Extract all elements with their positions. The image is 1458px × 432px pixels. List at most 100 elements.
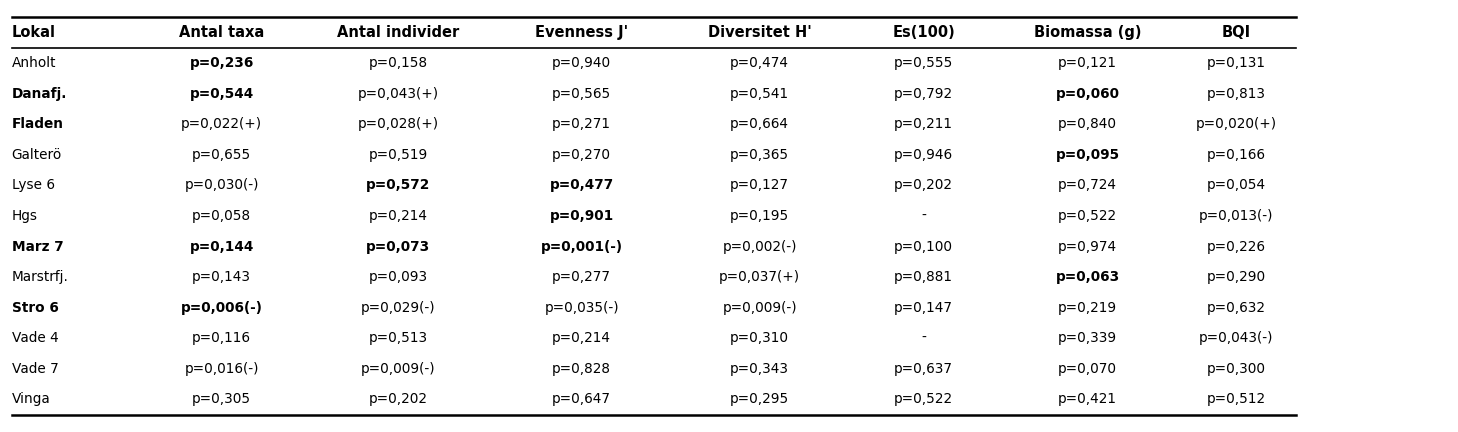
Text: p=0,121: p=0,121 <box>1059 56 1117 70</box>
Text: p=0,522: p=0,522 <box>1059 209 1117 223</box>
Text: Es(100): Es(100) <box>892 25 955 40</box>
Text: Galterö: Galterö <box>12 148 61 162</box>
Text: p=0,144: p=0,144 <box>190 240 254 254</box>
Text: -: - <box>921 209 926 223</box>
Text: p=0,512: p=0,512 <box>1207 392 1266 407</box>
Text: p=0,901: p=0,901 <box>550 209 614 223</box>
Text: p=0,828: p=0,828 <box>553 362 611 376</box>
Text: Lyse 6: Lyse 6 <box>12 178 54 192</box>
Text: p=0,792: p=0,792 <box>894 87 954 101</box>
Text: p=0,073: p=0,073 <box>366 240 430 254</box>
Text: p=0,541: p=0,541 <box>730 87 789 101</box>
Text: p=0,127: p=0,127 <box>730 178 789 192</box>
Text: p=0,555: p=0,555 <box>894 56 954 70</box>
Text: p=0,513: p=0,513 <box>369 331 427 345</box>
Text: p=0,565: p=0,565 <box>553 87 611 101</box>
Text: p=0,006(-): p=0,006(-) <box>181 301 262 315</box>
Text: Hgs: Hgs <box>12 209 38 223</box>
Text: p=0,270: p=0,270 <box>553 148 611 162</box>
Text: p=0,300: p=0,300 <box>1207 362 1266 376</box>
Text: p=0,143: p=0,143 <box>192 270 251 284</box>
Text: p=0,339: p=0,339 <box>1059 331 1117 345</box>
Text: p=0,009(-): p=0,009(-) <box>360 362 436 376</box>
Text: p=0,195: p=0,195 <box>730 209 789 223</box>
Text: p=0,474: p=0,474 <box>730 56 789 70</box>
Text: p=0,214: p=0,214 <box>369 209 427 223</box>
Text: p=0,009(-): p=0,009(-) <box>722 301 798 315</box>
Text: BQI: BQI <box>1222 25 1251 40</box>
Text: p=0,277: p=0,277 <box>553 270 611 284</box>
Text: p=0,029(-): p=0,029(-) <box>360 301 436 315</box>
Text: Evenness J': Evenness J' <box>535 25 628 40</box>
Text: Vade 7: Vade 7 <box>12 362 58 376</box>
Text: p=0,477: p=0,477 <box>550 178 614 192</box>
Text: p=0,655: p=0,655 <box>192 148 251 162</box>
Text: Marz 7: Marz 7 <box>12 240 63 254</box>
Text: p=0,013(-): p=0,013(-) <box>1198 209 1274 223</box>
Text: p=0,095: p=0,095 <box>1056 148 1120 162</box>
Text: p=0,305: p=0,305 <box>192 392 251 407</box>
Text: p=0,202: p=0,202 <box>369 392 427 407</box>
Text: p=0,724: p=0,724 <box>1059 178 1117 192</box>
Text: p=0,544: p=0,544 <box>190 87 254 101</box>
Text: p=0,028(+): p=0,028(+) <box>357 117 439 131</box>
Text: p=0,637: p=0,637 <box>894 362 954 376</box>
Text: p=0,020(+): p=0,020(+) <box>1196 117 1277 131</box>
Text: p=0,214: p=0,214 <box>553 331 611 345</box>
Text: p=0,093: p=0,093 <box>369 270 427 284</box>
Text: p=0,290: p=0,290 <box>1207 270 1266 284</box>
Text: Antal individer: Antal individer <box>337 25 459 40</box>
Text: p=0,037(+): p=0,037(+) <box>719 270 800 284</box>
Text: p=0,219: p=0,219 <box>1059 301 1117 315</box>
Text: p=0,100: p=0,100 <box>894 240 954 254</box>
Text: p=0,002(-): p=0,002(-) <box>722 240 798 254</box>
Text: Vade 4: Vade 4 <box>12 331 58 345</box>
Text: Stro 6: Stro 6 <box>12 301 58 315</box>
Text: Biomassa (g): Biomassa (g) <box>1034 25 1142 40</box>
Text: Fladen: Fladen <box>12 117 64 131</box>
Text: p=0,271: p=0,271 <box>553 117 611 131</box>
Text: p=0,343: p=0,343 <box>730 362 789 376</box>
Text: p=0,365: p=0,365 <box>730 148 789 162</box>
Text: Vinga: Vinga <box>12 392 51 407</box>
Text: p=0,840: p=0,840 <box>1059 117 1117 131</box>
Text: p=0,158: p=0,158 <box>369 56 427 70</box>
Text: p=0,881: p=0,881 <box>894 270 954 284</box>
Text: p=0,058: p=0,058 <box>192 209 251 223</box>
Text: Lokal: Lokal <box>12 25 55 40</box>
Text: p=0,522: p=0,522 <box>894 392 954 407</box>
Text: Diversitet H': Diversitet H' <box>707 25 812 40</box>
Text: p=0,043(+): p=0,043(+) <box>357 87 439 101</box>
Text: p=0,035(-): p=0,035(-) <box>544 301 620 315</box>
Text: Anholt: Anholt <box>12 56 57 70</box>
Text: p=0,421: p=0,421 <box>1059 392 1117 407</box>
Text: p=0,116: p=0,116 <box>192 331 251 345</box>
Text: p=0,236: p=0,236 <box>190 56 254 70</box>
Text: p=0,974: p=0,974 <box>1059 240 1117 254</box>
Text: Marstrfj.: Marstrfj. <box>12 270 69 284</box>
Text: p=0,043(-): p=0,043(-) <box>1198 331 1274 345</box>
Text: p=0,632: p=0,632 <box>1207 301 1266 315</box>
Text: p=0,131: p=0,131 <box>1207 56 1266 70</box>
Text: p=0,647: p=0,647 <box>553 392 611 407</box>
Text: -: - <box>921 331 926 345</box>
Text: p=0,166: p=0,166 <box>1207 148 1266 162</box>
Text: Danafj.: Danafj. <box>12 87 67 101</box>
Text: p=0,030(-): p=0,030(-) <box>184 178 260 192</box>
Text: p=0,310: p=0,310 <box>730 331 789 345</box>
Text: p=0,813: p=0,813 <box>1207 87 1266 101</box>
Text: Antal taxa: Antal taxa <box>179 25 264 40</box>
Text: p=0,940: p=0,940 <box>553 56 611 70</box>
Text: p=0,060: p=0,060 <box>1056 87 1120 101</box>
Text: p=0,211: p=0,211 <box>894 117 954 131</box>
Text: p=0,054: p=0,054 <box>1207 178 1266 192</box>
Text: p=0,022(+): p=0,022(+) <box>181 117 262 131</box>
Text: p=0,063: p=0,063 <box>1056 270 1120 284</box>
Text: p=0,295: p=0,295 <box>730 392 789 407</box>
Text: p=0,946: p=0,946 <box>894 148 954 162</box>
Text: p=0,519: p=0,519 <box>369 148 427 162</box>
Text: p=0,001(-): p=0,001(-) <box>541 240 623 254</box>
Text: p=0,664: p=0,664 <box>730 117 789 131</box>
Text: p=0,016(-): p=0,016(-) <box>184 362 260 376</box>
Text: p=0,147: p=0,147 <box>894 301 954 315</box>
